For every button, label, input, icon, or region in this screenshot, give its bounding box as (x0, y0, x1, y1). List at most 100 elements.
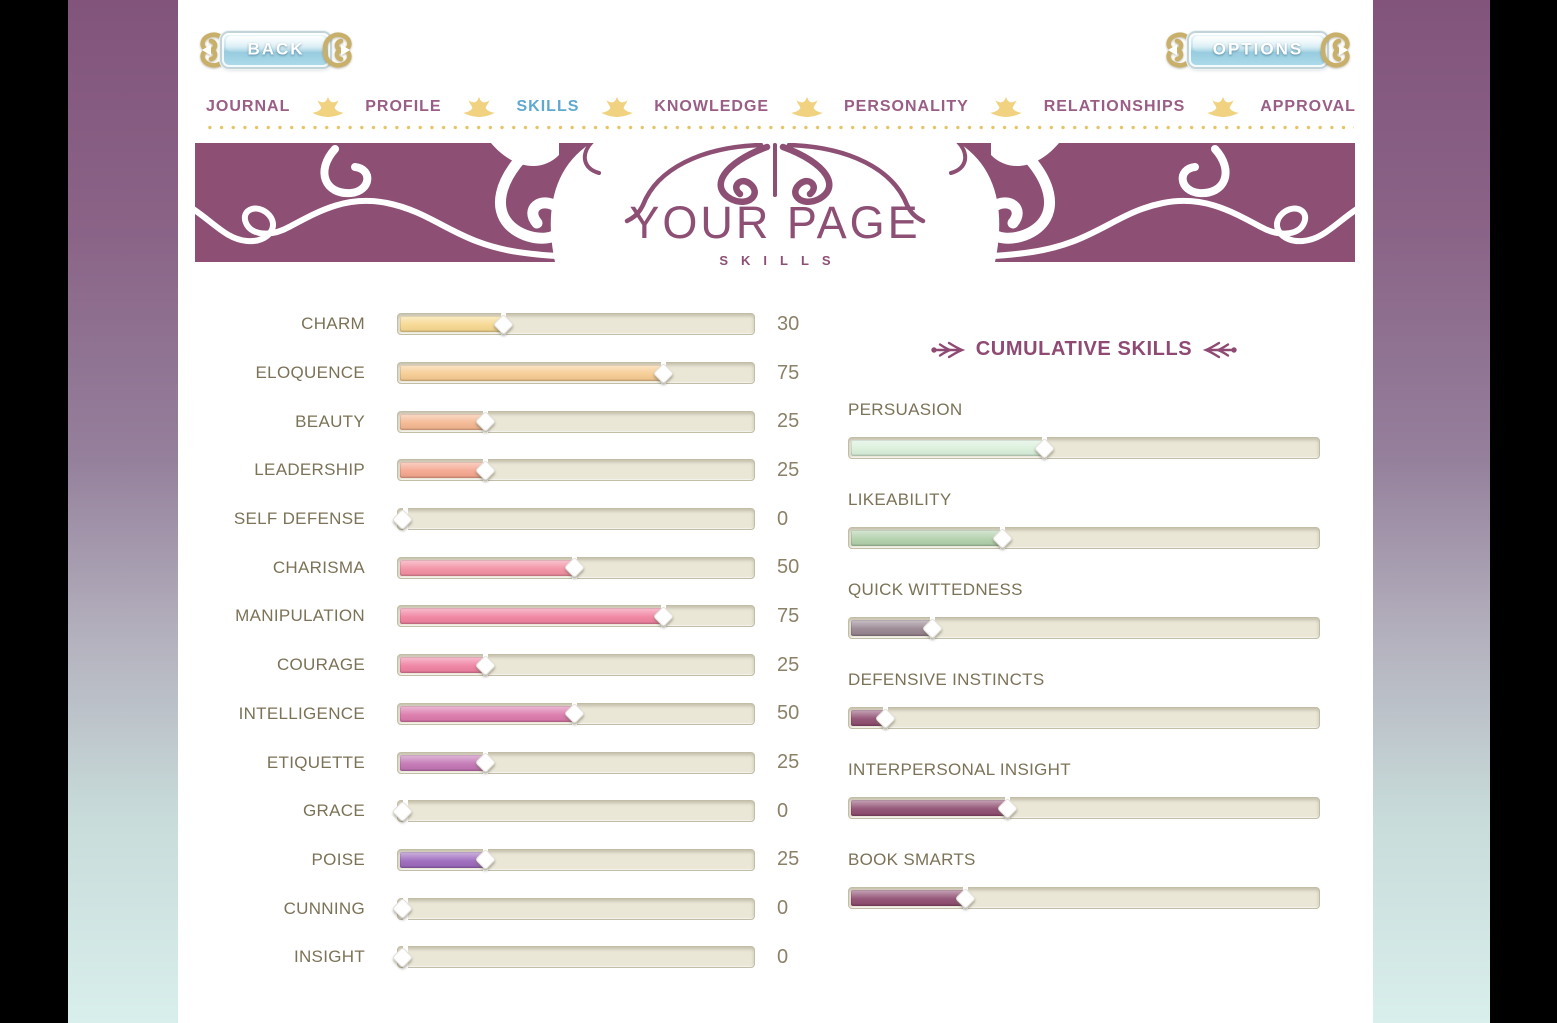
skill-value: 75 (777, 361, 800, 384)
tab-personality[interactable]: PERSONALITY (843, 98, 969, 115)
skill-row: ELOQUENCE 75 (180, 349, 840, 398)
skill-label: ETIQUETTE (266, 752, 365, 772)
cumulative-skill-row: INTERPERSONAL INSIGHT (848, 760, 1320, 822)
skill-bar-fill (400, 559, 574, 576)
divider-star-dots (202, 121, 1354, 130)
skill-label: CHARM (301, 314, 365, 334)
skill-label: POISE (311, 849, 365, 869)
cumulative-bar-fill (851, 440, 1045, 456)
page-title: YOUR PAGE (629, 197, 921, 248)
nav-tabs: JOURNAL PROFILE SKILLS KNOWLEDGE PERSONA… (206, 94, 1356, 120)
slider-handle-diamond (391, 897, 414, 920)
cumulative-bar-fill (851, 530, 1003, 546)
skill-value: 25 (777, 410, 800, 433)
crown-icon (790, 96, 823, 117)
skill-bar-track (397, 602, 755, 631)
cumulative-skills-title: CUMULATIVE SKILLS (975, 338, 1193, 360)
banner-flourish-art (195, 143, 1355, 262)
gold-flourish-icon (322, 32, 352, 68)
leaf-arrow-icon (1203, 341, 1237, 358)
back-button[interactable]: BACK (196, 28, 356, 72)
skill-bar-fill (400, 608, 663, 625)
skill-label: CUNNING (283, 898, 365, 918)
cumulative-list: PERSUASION LIKEABILITY QUICK WITTEDNESS … (848, 400, 1320, 912)
skill-bar-fill (400, 365, 663, 382)
skill-value: 0 (777, 507, 789, 530)
skill-row: ETIQUETTE 25 (180, 738, 840, 787)
background-texture-right (1373, 0, 1490, 1023)
skill-row: COURAGE 25 (180, 641, 840, 690)
skill-bar-track (397, 748, 755, 777)
skill-row: INTELLIGENCE 50 (180, 690, 840, 739)
skill-bar-fill (400, 462, 485, 479)
cumulative-bar-track (848, 704, 1320, 732)
gold-flourish-icon (1320, 32, 1350, 68)
tab-journal[interactable]: JOURNAL (206, 98, 291, 115)
cumulative-skill-label: DEFENSIVE INSTINCTS (848, 670, 1045, 689)
crown-icon (1207, 96, 1239, 117)
skill-label: COURAGE (276, 655, 365, 675)
skill-label: GRACE (303, 801, 365, 821)
cumulative-skills-panel: CUMULATIVE SKILLS PERSUASION LIKEABILITY (848, 338, 1320, 940)
options-button-label: OPTIONS (1212, 39, 1304, 59)
cumulative-skill-row: PERSUASION (848, 400, 1320, 462)
slider-handle-diamond (391, 508, 414, 530)
options-button[interactable]: OPTIONS (1162, 28, 1354, 72)
skill-bar-track (397, 407, 755, 436)
cumulative-skill-label: LIKEABILITY (848, 490, 952, 509)
skill-row: CHARM 30 (180, 300, 840, 349)
skill-row: INSIGHT 0 (180, 933, 840, 982)
leaf-arrow-icon (931, 341, 965, 358)
skill-value: 25 (777, 458, 800, 481)
skill-row: BEAUTY 25 (180, 397, 840, 446)
skill-bar-track (391, 505, 755, 534)
cumulative-skill-row: QUICK WITTEDNESS (848, 580, 1320, 642)
skill-bar-track (397, 310, 755, 339)
cumulative-bar-track (848, 614, 1320, 642)
skill-row: MANIPULATION 75 (180, 592, 840, 641)
tab-profile[interactable]: PROFILE (365, 98, 442, 115)
cumulative-skill-row: LIKEABILITY (848, 490, 1320, 552)
skill-label: BEAUTY (295, 411, 365, 431)
crown-icon (601, 96, 633, 117)
skill-bar-fill (400, 316, 503, 333)
skill-row: GRACE 0 (180, 787, 840, 836)
skill-value: 75 (777, 604, 800, 627)
background-texture-left (68, 0, 178, 1023)
skill-bar-fill (400, 851, 485, 868)
cumulative-skill-row: BOOK SMARTS (848, 850, 1320, 912)
skill-label: SELF DEFENSE (233, 509, 365, 529)
skill-bar-track (391, 894, 755, 923)
cumulative-bar-fill (851, 710, 885, 726)
cumulative-bar-track (848, 524, 1320, 552)
skill-value: 0 (777, 945, 789, 968)
skill-bar-fill (400, 413, 485, 430)
skill-label: MANIPULATION (235, 606, 365, 626)
cumulative-bar-fill (851, 620, 932, 636)
crown-icon (312, 96, 344, 117)
skill-label: LEADERSHIP (254, 460, 365, 480)
skill-value: 50 (777, 702, 800, 725)
cumulative-bar-track (848, 884, 1320, 912)
tab-approval[interactable]: APPROVAL (1260, 98, 1356, 115)
tab-relationships[interactable]: RELATIONSHIPS (1043, 98, 1186, 115)
tab-knowledge[interactable]: KNOWLEDGE (654, 98, 770, 115)
cumulative-skill-row: DEFENSIVE INSTINCTS (848, 670, 1320, 732)
skill-bar-fill (400, 754, 485, 771)
skill-bar-track (397, 553, 755, 582)
skill-row: CHARISMA 50 (180, 543, 840, 592)
skill-value: 25 (777, 751, 800, 774)
skill-bar-track (397, 359, 755, 388)
skill-label: ELOQUENCE (255, 363, 365, 383)
cumulative-skill-label: BOOK SMARTS (848, 850, 976, 869)
cumulative-skills-header: CUMULATIVE SKILLS (848, 338, 1320, 361)
skill-bar-fill (400, 705, 574, 722)
tab-skills[interactable]: SKILLS (516, 98, 580, 115)
skill-value: 30 (777, 312, 800, 335)
cumulative-skill-label: INTERPERSONAL INSIGHT (848, 760, 1071, 779)
skill-row: LEADERSHIP 25 (180, 446, 840, 495)
skill-bar-track (397, 845, 755, 874)
skill-label: INTELLIGENCE (238, 703, 365, 723)
slider-handle-diamond (391, 800, 414, 822)
cumulative-skill-label: PERSUASION (848, 400, 963, 419)
